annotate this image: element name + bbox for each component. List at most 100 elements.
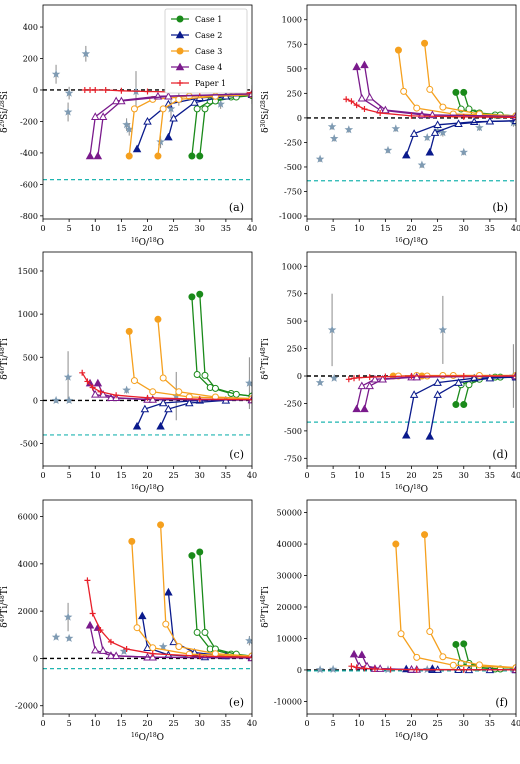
panel-label: (d) [492, 448, 508, 461]
legend: Case 1 Case 2 Case 3 Case 4 Paper 1 [164, 8, 248, 94]
grain-star [64, 88, 74, 97]
data-point [360, 404, 369, 413]
data-point [144, 88, 151, 95]
series-line-case-1 [199, 551, 252, 657]
data-point [92, 86, 99, 93]
x-axis-label: 16O/18O [395, 237, 428, 249]
y-axis-label: δ50Ti/48Ti [260, 586, 272, 628]
y-tick-label: 1000 [282, 262, 302, 271]
data-point [433, 390, 442, 398]
panel-f: 0 5 10 15 20 25 30 35 40 -10000 0 10000 20000 30000 40… [260, 499, 520, 744]
grain-star [51, 69, 61, 78]
grain-star [166, 104, 176, 113]
x-tick-label: 40 [511, 224, 520, 233]
data-point [343, 96, 350, 103]
data-point [249, 654, 252, 661]
x-tick-label: 30 [459, 471, 469, 480]
x-tick-label: 0 [40, 719, 45, 728]
data-point [188, 293, 196, 301]
grain-star [509, 118, 516, 127]
y-tick-label: -250 [284, 399, 302, 408]
x-axis-label: 16O/18O [131, 484, 164, 496]
data-point [454, 119, 463, 127]
x-tick-label: 25 [169, 224, 179, 233]
data-point [349, 649, 359, 658]
plot-area [307, 39, 516, 182]
grain-star [51, 395, 61, 405]
grain-star [81, 49, 91, 58]
data-point [421, 39, 429, 47]
data-point [98, 112, 108, 120]
x-tick-label: 40 [511, 471, 520, 480]
x-tick-label: 20 [406, 471, 416, 480]
data-point [357, 93, 367, 102]
data-point [164, 404, 173, 413]
x-tick-label: 30 [195, 224, 205, 233]
y-tick-label: -800 [20, 212, 38, 221]
series-line-case-1 [199, 294, 252, 397]
data-point [460, 113, 467, 120]
data-point [366, 374, 373, 381]
data-point [106, 651, 116, 659]
legend-label: Case 2 [195, 31, 222, 40]
x-tick-label: 25 [169, 471, 179, 480]
data-point [164, 587, 173, 596]
grain-star [315, 154, 325, 163]
x-tick-label: 0 [40, 471, 45, 480]
grain-star [156, 137, 165, 146]
data-point [365, 381, 374, 390]
y-tick-label: 500 [287, 65, 302, 74]
y-tick-label: 0 [33, 86, 38, 95]
data-point [412, 372, 421, 381]
x-tick-label: 35 [221, 471, 231, 480]
legend-label: Paper 1 [195, 79, 226, 88]
series-line-case-2 [429, 376, 516, 437]
data-point [156, 421, 165, 430]
data-point [381, 105, 390, 114]
data-point [353, 102, 360, 109]
x-tick-label: 5 [331, 224, 336, 233]
data-point [413, 653, 421, 661]
x-tick-label: 20 [142, 471, 152, 480]
data-point [196, 290, 204, 298]
y-tick-label: 500 [287, 317, 302, 326]
x-tick-label: 20 [142, 719, 152, 728]
x-tick-label: 5 [67, 224, 72, 233]
y-tick-label: 400 [23, 23, 38, 32]
x-axis-label: 16O/18O [395, 732, 428, 744]
x-tick-label: 10 [354, 224, 364, 233]
y-tick-label: 1000 [282, 16, 302, 25]
series-line-case-3 [128, 94, 252, 157]
plot-area [307, 531, 516, 674]
y-tick-label: -200 [20, 117, 38, 126]
data-point [89, 610, 96, 617]
x-tick-label: 25 [433, 471, 443, 480]
y-tick-label: 0 [297, 666, 302, 675]
data-point [125, 327, 133, 335]
data-point [98, 646, 108, 654]
grain-star [122, 120, 131, 129]
data-point [143, 643, 152, 652]
series-line-case-2 [160, 398, 252, 427]
legend-marker [176, 15, 184, 23]
x-tick-label: 30 [459, 719, 469, 728]
data-point [345, 376, 352, 383]
grain-star [391, 124, 401, 133]
data-point [513, 114, 516, 121]
data-point [193, 628, 201, 636]
data-point [361, 106, 368, 113]
grain-star [315, 665, 325, 674]
data-point [91, 112, 100, 120]
legend-marker [177, 80, 183, 86]
panel-label: (f) [495, 696, 508, 709]
axes-frame [306, 4, 517, 220]
data-point [111, 651, 121, 660]
grain-star [124, 124, 134, 133]
y-tick-label: -500 [284, 163, 302, 172]
x-tick-label: 25 [433, 224, 443, 233]
grain-star [417, 160, 427, 169]
data-point [85, 151, 95, 160]
data-point [413, 666, 420, 673]
grain-star [119, 646, 129, 655]
x-tick-label: 10 [354, 471, 364, 480]
